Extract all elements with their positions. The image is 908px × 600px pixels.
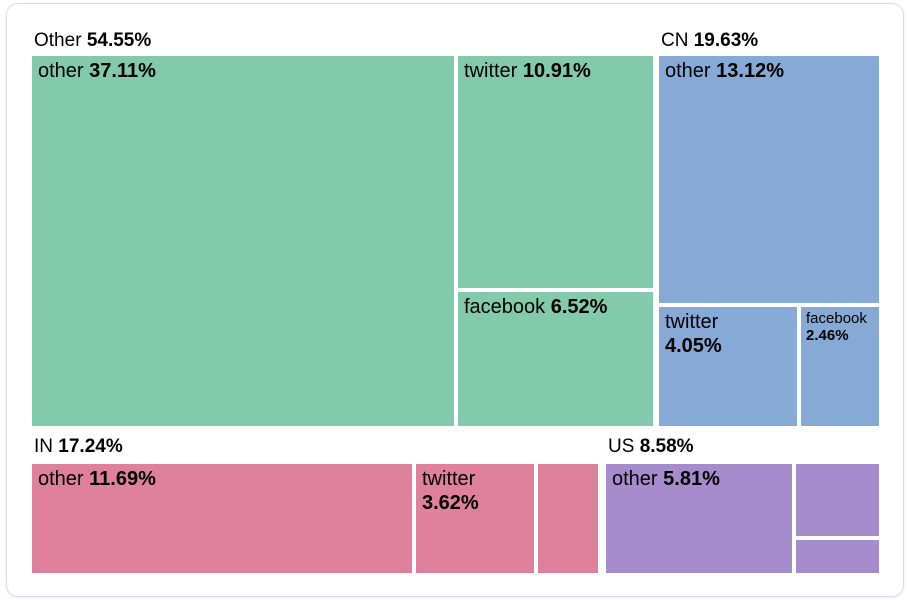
group-header-other: Other 54.55% (34, 30, 151, 53)
cell-in-other[interactable]: other 11.69% (32, 464, 412, 573)
cell-label: facebook 6.52% (464, 296, 608, 318)
cell-in-unlabeled[interactable] (538, 464, 598, 573)
cell-label: facebook 2.46% (806, 310, 867, 345)
cell-label: twitter 10.91% (464, 60, 591, 82)
group-header-in: IN 17.24% (34, 436, 123, 459)
group-value: 8.58% (639, 436, 694, 457)
cell-us-unlabeled-2[interactable] (796, 540, 879, 573)
group-header-us: US 8.58% (608, 436, 694, 459)
group-value: 19.63% (693, 30, 759, 51)
cell-cn-twitter[interactable]: twitter 4.05% (659, 307, 797, 426)
cell-label: other 11.69% (38, 468, 156, 490)
cell-cn-other[interactable]: other 13.12% (659, 56, 879, 303)
group-value: 54.55% (86, 30, 152, 51)
cell-us-unlabeled-1[interactable] (796, 464, 879, 536)
cell-us-other[interactable]: other 5.81% (606, 464, 792, 573)
cell-label: twitter 4.05% (665, 311, 722, 357)
group-label: Other (34, 30, 82, 51)
treemap-card: Other 54.55% other 37.11% twitter 10.91%… (6, 3, 904, 597)
cell-cn-facebook[interactable]: facebook 2.46% (801, 307, 879, 426)
group-label: CN (661, 30, 689, 51)
group-header-cn: CN 19.63% (661, 30, 758, 53)
cell-other-other[interactable]: other 37.11% (32, 56, 454, 426)
group-label: IN (34, 436, 53, 457)
cell-label: other 37.11% (38, 60, 156, 82)
cell-other-facebook[interactable]: facebook 6.52% (458, 292, 653, 426)
cell-label: other 13.12% (665, 60, 784, 82)
group-label: US (608, 436, 635, 457)
cell-label: twitter 3.62% (422, 468, 479, 514)
cell-other-twitter[interactable]: twitter 10.91% (458, 56, 653, 288)
cell-in-twitter[interactable]: twitter 3.62% (416, 464, 534, 573)
cell-label: other 5.81% (612, 468, 720, 490)
group-value: 17.24% (58, 436, 123, 457)
